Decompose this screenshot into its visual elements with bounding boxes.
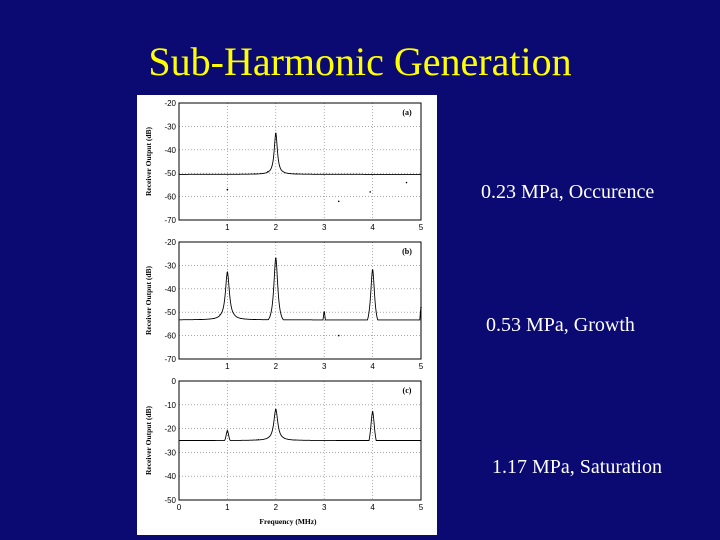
x-tick-label: 2 bbox=[274, 503, 279, 512]
y-tick-label: -40 bbox=[164, 472, 176, 481]
peak-point bbox=[226, 430, 229, 432]
x-tick-label: 1 bbox=[225, 503, 230, 512]
x-tick-label: 1 bbox=[225, 362, 230, 371]
y-tick-label: -50 bbox=[164, 308, 176, 317]
y-tick-label: -60 bbox=[164, 193, 176, 202]
panel-label: (a) bbox=[402, 108, 412, 117]
y-tick-label: -50 bbox=[164, 496, 176, 505]
x-tick-label: 5 bbox=[419, 503, 424, 512]
y-tick-label: -20 bbox=[164, 238, 176, 247]
x-tick-label: 3 bbox=[322, 223, 327, 232]
x-tick-label: 3 bbox=[322, 503, 327, 512]
y-tick-label: -40 bbox=[164, 146, 176, 155]
slide-title: Sub-Harmonic Generation bbox=[148, 39, 572, 84]
y-tick-label: -20 bbox=[164, 425, 176, 434]
x-tick-label: 5 bbox=[419, 362, 424, 371]
caption-panel-c: 1.17 MPa, Saturation bbox=[492, 456, 662, 478]
plot-frame bbox=[178, 241, 422, 360]
x-tick-label: 1 bbox=[225, 223, 230, 232]
peak-point bbox=[275, 132, 277, 135]
y-tick-label: -70 bbox=[164, 216, 176, 225]
x-tick-label: 4 bbox=[370, 223, 375, 232]
plot-frame bbox=[178, 102, 422, 221]
spectrum-plots-svg: -20 -30 -40 -50 -60 -70 1 2 3 4 5 Receiver Output (… bbox=[144, 99, 424, 526]
x-tick-label: 0 bbox=[177, 503, 182, 512]
x-tick-label: 4 bbox=[370, 362, 375, 371]
y-tick-label: -50 bbox=[164, 169, 176, 178]
peak-point bbox=[371, 269, 374, 271]
peak-point bbox=[337, 200, 340, 203]
peak-point bbox=[275, 408, 277, 411]
peak-point bbox=[323, 311, 325, 313]
peak-point bbox=[369, 191, 371, 193]
y-tick-label: -40 bbox=[164, 285, 176, 294]
caption-panel-a: 0.23 MPa, Occurence bbox=[481, 181, 655, 203]
spectrum-trace bbox=[179, 133, 421, 175]
y-tick-label: -30 bbox=[164, 261, 176, 270]
y-tick-label: -60 bbox=[164, 332, 176, 341]
peak-point bbox=[405, 181, 408, 184]
peak-point bbox=[371, 411, 374, 413]
y-tick-label: -20 bbox=[164, 99, 176, 108]
peak-point bbox=[275, 257, 277, 260]
spectrum-trace bbox=[179, 408, 421, 441]
y-tick-label: -30 bbox=[164, 122, 176, 131]
x-tick-label: 2 bbox=[274, 362, 279, 371]
x-tick-label: 4 bbox=[370, 503, 375, 512]
peak-point bbox=[226, 188, 229, 191]
y-axis-label: Receiver Output (dB) bbox=[144, 405, 153, 475]
y-tick-label: -70 bbox=[164, 355, 176, 364]
x-tick-label: 5 bbox=[419, 223, 424, 232]
y-axis-label: Receiver Output (dB) bbox=[144, 265, 153, 335]
y-axis-label: Receiver Output (dB) bbox=[144, 126, 153, 196]
x-tick-label: 3 bbox=[322, 362, 327, 371]
y-tick-label: 0 bbox=[172, 377, 177, 386]
peak-point bbox=[337, 334, 340, 337]
peak-point bbox=[226, 271, 229, 274]
panel-label: (b) bbox=[402, 247, 412, 256]
caption-panel-b: 0.53 MPa, Growth bbox=[486, 314, 635, 336]
y-tick-label: -10 bbox=[164, 401, 176, 410]
peak-point bbox=[420, 306, 422, 309]
y-tick-label: -30 bbox=[164, 448, 176, 457]
panel-label: (c) bbox=[403, 386, 412, 395]
x-axis-label: Frequency (MHz) bbox=[259, 517, 317, 526]
spectrum-trace bbox=[179, 258, 422, 321]
spectrum-figure: -20 -30 -40 -50 -60 -70 1 2 3 4 5 Receiver Output (… bbox=[137, 95, 437, 535]
x-tick-label: 2 bbox=[274, 223, 279, 232]
